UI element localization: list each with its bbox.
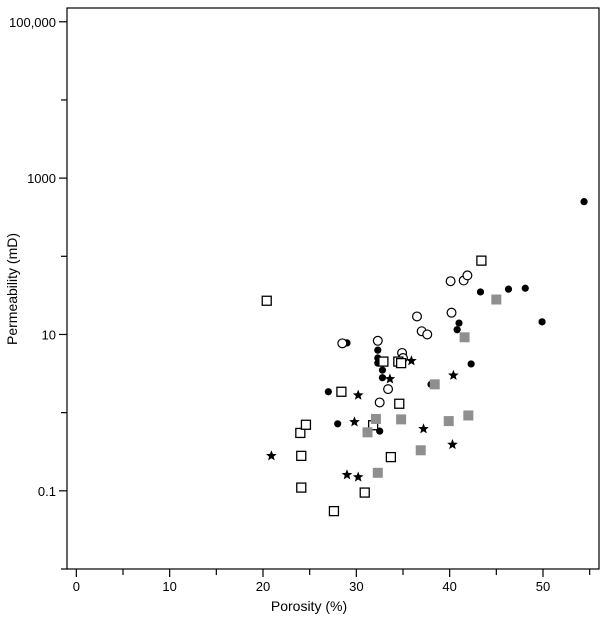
point-open-square bbox=[385, 451, 397, 463]
point-filled-circle bbox=[324, 388, 332, 396]
point-open-square bbox=[476, 255, 487, 266]
plot-frame bbox=[66, 7, 600, 570]
point-star bbox=[384, 373, 396, 384]
point-gray-square bbox=[491, 294, 502, 305]
point-filled-circle bbox=[521, 284, 529, 292]
point-gray-square bbox=[463, 410, 474, 421]
point-open-circle bbox=[412, 311, 423, 322]
point-open-circle bbox=[337, 338, 348, 349]
point-filled-circle bbox=[378, 366, 387, 374]
point-star bbox=[352, 471, 364, 482]
point-open-circle bbox=[422, 329, 433, 340]
point-open-circle bbox=[445, 276, 456, 287]
point-open-square bbox=[261, 295, 272, 306]
point-filled-circle bbox=[374, 346, 382, 354]
point-star bbox=[447, 439, 458, 450]
y-tick-label: 100,000 bbox=[9, 15, 56, 30]
point-gray-square bbox=[372, 467, 383, 478]
point-open-square bbox=[359, 487, 370, 498]
point-open-square bbox=[395, 357, 407, 369]
point-open-circle bbox=[446, 307, 457, 318]
point-filled-circle bbox=[378, 374, 387, 382]
point-filled-circle bbox=[580, 198, 588, 206]
point-gray-square bbox=[362, 427, 373, 438]
point-filled-circle bbox=[455, 319, 463, 327]
point-filled-circle bbox=[334, 420, 342, 428]
point-open-square bbox=[296, 450, 307, 462]
y-tick-label: 10 bbox=[42, 327, 56, 342]
point-gray-square bbox=[396, 414, 407, 425]
point-open-square bbox=[295, 427, 306, 439]
x-axis-title: Porosity (%) bbox=[271, 598, 347, 614]
x-tick-label: 10 bbox=[162, 579, 176, 594]
point-star bbox=[418, 423, 429, 434]
point-gray-square bbox=[415, 445, 426, 456]
point-filled-circle bbox=[504, 285, 513, 293]
point-open-circle bbox=[462, 270, 473, 281]
point-open-square bbox=[378, 356, 389, 367]
point-open-square bbox=[328, 505, 340, 517]
point-open-circle bbox=[372, 335, 383, 346]
point-open-square bbox=[296, 482, 307, 493]
x-tick-label: 40 bbox=[442, 579, 456, 594]
point-gray-square bbox=[443, 416, 454, 427]
y-tick-label: 0.1 bbox=[38, 484, 56, 499]
point-gray-square bbox=[429, 379, 440, 390]
point-filled-circle bbox=[538, 318, 546, 326]
y-axis-ticks: 0.1 10 1000 100,000 bbox=[9, 15, 67, 570]
y-tick-label: 1000 bbox=[27, 171, 56, 186]
point-open-circle bbox=[374, 397, 385, 408]
point-open-square bbox=[394, 398, 405, 409]
data-points bbox=[261, 198, 588, 517]
point-open-square bbox=[336, 386, 347, 397]
point-star bbox=[406, 355, 417, 366]
x-tick-label: 30 bbox=[349, 579, 363, 594]
x-axis-ticks: 0 10 20 30 40 50 bbox=[73, 569, 591, 594]
point-star bbox=[341, 469, 353, 480]
x-tick-label: 50 bbox=[536, 579, 550, 594]
point-star bbox=[352, 389, 364, 400]
point-star bbox=[448, 369, 459, 380]
point-filled-circle bbox=[476, 288, 485, 296]
point-star bbox=[266, 450, 277, 461]
point-open-circle bbox=[383, 384, 394, 395]
y-axis-title: Permeability (mD) bbox=[4, 233, 20, 345]
point-gray-square bbox=[459, 332, 470, 343]
point-gray-square bbox=[370, 413, 381, 424]
x-tick-label: 0 bbox=[73, 579, 80, 594]
point-open-square bbox=[300, 419, 312, 430]
point-star bbox=[349, 416, 360, 427]
x-tick-label: 20 bbox=[256, 579, 270, 594]
point-filled-circle bbox=[453, 326, 461, 334]
point-filled-circle bbox=[467, 360, 475, 368]
